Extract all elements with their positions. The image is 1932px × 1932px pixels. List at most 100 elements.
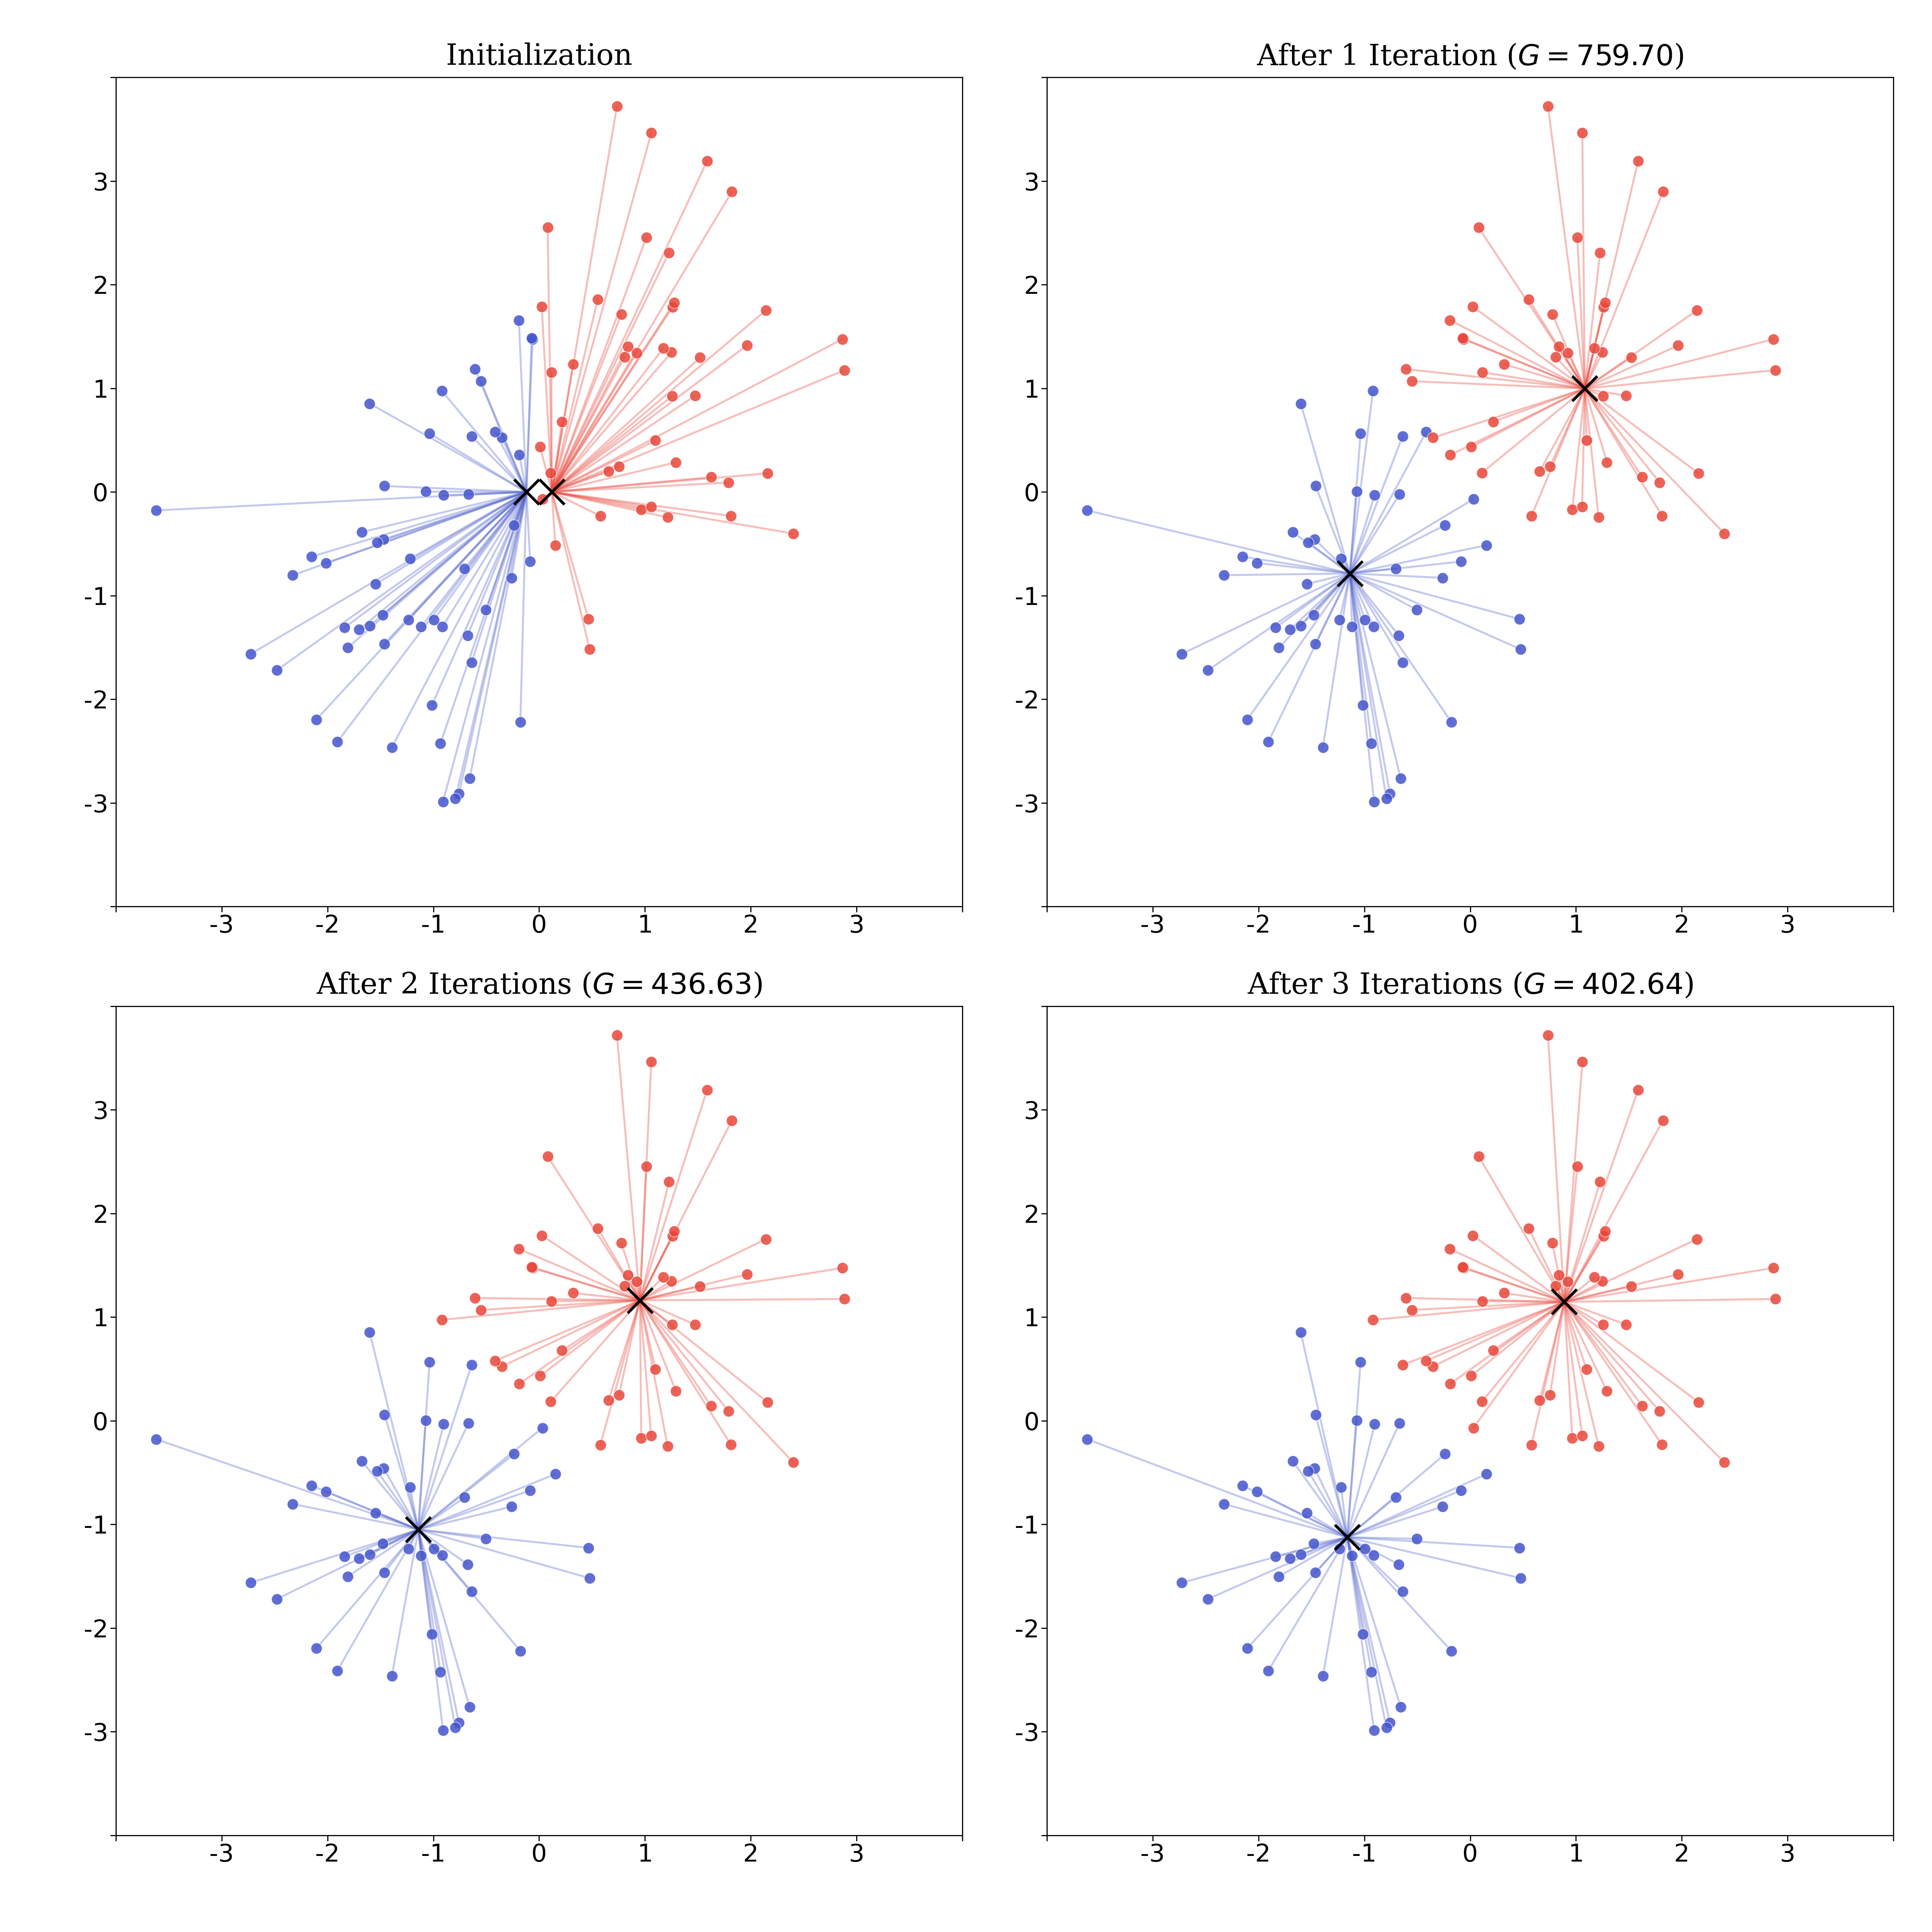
Point: [392, 1534, 423, 1565]
Point: [1567, 118, 1598, 149]
Point: [452, 1549, 483, 1580]
Point: [323, 1656, 354, 1687]
Point: [661, 446, 692, 477]
Point: [301, 1633, 332, 1663]
Point: [1588, 1221, 1619, 1252]
Point: [657, 1221, 688, 1252]
Title: After 3 Iterations ($G = 402.64$): After 3 Iterations ($G = 402.64$): [1248, 972, 1692, 1001]
Point: [1252, 726, 1283, 757]
Point: [460, 354, 491, 384]
Point: [626, 495, 657, 526]
Point: [692, 1074, 723, 1105]
Point: [1264, 632, 1294, 663]
Point: [1561, 222, 1592, 253]
Point: [1385, 763, 1416, 794]
Point: [452, 620, 483, 651]
Point: [417, 1619, 448, 1650]
Point: [1524, 1385, 1555, 1416]
Point: [1586, 1265, 1617, 1296]
Point: [680, 381, 711, 412]
Point: [531, 1142, 562, 1173]
Point: [429, 479, 460, 510]
Point: [1285, 611, 1316, 641]
Point: [636, 491, 667, 522]
Point: [504, 1368, 535, 1399]
Point: [516, 1252, 547, 1283]
Point: [498, 1439, 529, 1470]
Point: [657, 1265, 688, 1296]
Point: [1445, 1474, 1476, 1505]
Point: [653, 1432, 684, 1463]
Point: [1298, 599, 1329, 630]
Point: [535, 458, 566, 489]
Point: [1298, 524, 1329, 554]
Point: [585, 1430, 616, 1461]
Point: [1578, 1262, 1609, 1293]
Point: [593, 456, 624, 487]
Point: [1584, 1167, 1615, 1198]
Point: [1447, 323, 1478, 354]
Point: [1072, 495, 1103, 526]
Point: [1584, 238, 1615, 269]
Point: [1325, 1472, 1356, 1503]
Point: [359, 568, 390, 599]
Point: [417, 690, 448, 721]
Point: [607, 299, 638, 330]
Point: [504, 707, 535, 738]
Point: [346, 516, 377, 547]
Point: [1758, 1252, 1789, 1283]
Point: [1544, 1260, 1575, 1291]
Point: [639, 1354, 670, 1385]
Point: [413, 417, 444, 448]
Point: [1260, 1542, 1291, 1573]
Point: [1242, 547, 1273, 578]
Point: [1291, 568, 1321, 599]
Point: [466, 365, 497, 396]
Point: [1466, 458, 1497, 489]
Point: [1571, 425, 1602, 456]
Point: [1397, 365, 1428, 396]
Point: [1561, 1151, 1592, 1182]
Point: [377, 732, 408, 763]
Point: [1383, 1549, 1414, 1580]
Point: [1447, 1252, 1478, 1283]
Point: [526, 1219, 556, 1250]
Point: [1646, 500, 1677, 531]
Point: [622, 338, 653, 369]
Point: [1457, 1219, 1488, 1250]
Point: [141, 1424, 172, 1455]
Point: [1167, 1567, 1198, 1598]
Point: [518, 1252, 549, 1283]
Title: After 2 Iterations ($G = 436.63$): After 2 Iterations ($G = 436.63$): [317, 972, 761, 1001]
Point: [827, 1252, 858, 1283]
Point: [1391, 354, 1422, 384]
Point: [647, 332, 678, 363]
Point: [1466, 1385, 1497, 1416]
Point: [1300, 1557, 1331, 1588]
Point: [1588, 1310, 1619, 1341]
Point: [1410, 1345, 1441, 1376]
Point: [1387, 421, 1418, 452]
Point: [1435, 707, 1466, 738]
Point: [1582, 502, 1613, 533]
Point: [1513, 284, 1544, 315]
Point: [1615, 342, 1646, 373]
Point: [692, 145, 723, 176]
Point: [456, 421, 487, 452]
Point: [1466, 1285, 1497, 1316]
Point: [141, 495, 172, 526]
Point: [1592, 1376, 1623, 1406]
Point: [394, 1472, 425, 1503]
Point: [547, 406, 578, 437]
Point: [429, 1408, 460, 1439]
Point: [311, 547, 342, 578]
Point: [1534, 1379, 1565, 1410]
Point: [369, 524, 400, 554]
Point: [440, 782, 471, 813]
Point: [539, 529, 570, 560]
Point: [1590, 1215, 1621, 1246]
Point: [636, 1047, 667, 1078]
Point: [1532, 91, 1563, 122]
Point: [1300, 471, 1331, 502]
Point: [1611, 1310, 1642, 1341]
